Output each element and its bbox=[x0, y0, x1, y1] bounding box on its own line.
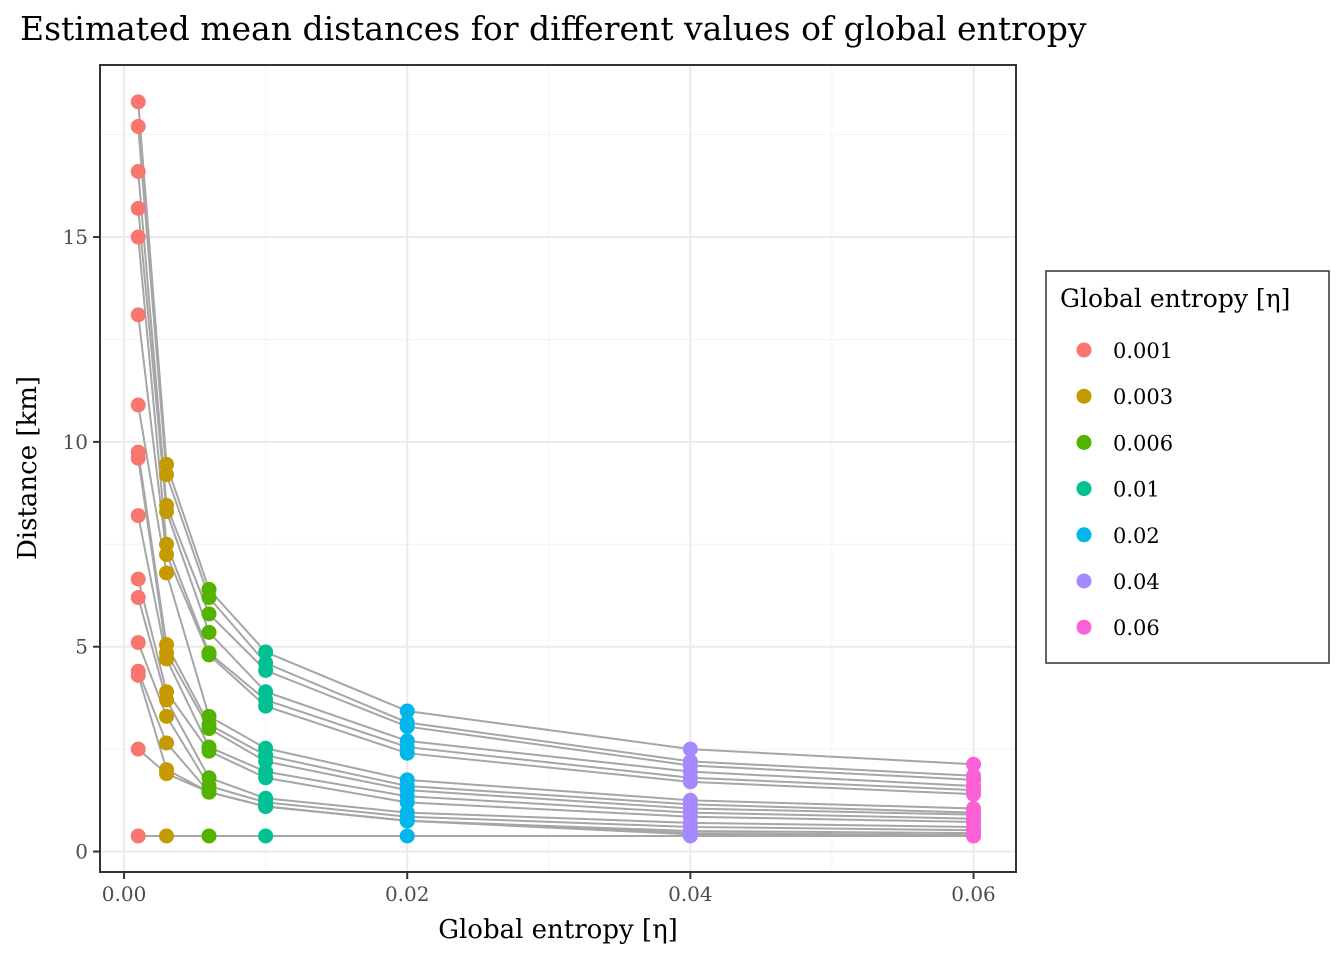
data-point bbox=[258, 698, 274, 714]
data-point bbox=[201, 590, 217, 606]
legend-label: 0.04 bbox=[1113, 570, 1160, 594]
data-point bbox=[399, 703, 415, 719]
data-point bbox=[201, 606, 217, 622]
data-point bbox=[201, 743, 217, 759]
y-tick-label: 10 bbox=[63, 430, 88, 454]
data-point bbox=[399, 745, 415, 761]
legend-marker bbox=[1076, 619, 1092, 635]
data-point bbox=[258, 828, 274, 844]
data-point bbox=[130, 450, 146, 466]
data-point bbox=[399, 828, 415, 844]
y-tick-label: 0 bbox=[75, 840, 88, 864]
data-point bbox=[159, 504, 175, 520]
axes: 0.00 0.02 0.04 0.06 0 5 10 15 bbox=[63, 225, 996, 906]
data-point bbox=[258, 662, 274, 678]
data-point bbox=[130, 229, 146, 245]
data-point bbox=[201, 784, 217, 800]
legend-marker bbox=[1076, 388, 1092, 404]
plot-border bbox=[99, 64, 1017, 873]
data-point bbox=[399, 719, 415, 735]
data-point bbox=[130, 307, 146, 323]
legend-box bbox=[1045, 270, 1330, 664]
legend-label: 0.003 bbox=[1113, 385, 1173, 409]
data-point bbox=[130, 164, 146, 180]
y-tick-label: 15 bbox=[63, 225, 88, 249]
x-axis-title: Global entropy [η] bbox=[438, 915, 678, 945]
data-point bbox=[159, 828, 175, 844]
data-point bbox=[399, 813, 415, 829]
data-point bbox=[130, 118, 146, 134]
data-point bbox=[258, 770, 274, 786]
data-points bbox=[130, 94, 982, 844]
grid bbox=[100, 65, 1016, 872]
data-point bbox=[966, 828, 982, 844]
data-point bbox=[130, 667, 146, 683]
legend-label: 0.006 bbox=[1113, 431, 1173, 455]
data-point bbox=[130, 571, 146, 587]
data-point bbox=[159, 708, 175, 724]
data-point bbox=[130, 635, 146, 651]
data-point bbox=[130, 828, 146, 844]
data-point bbox=[201, 721, 217, 737]
legend-marker bbox=[1076, 527, 1092, 543]
legend-label: 0.001 bbox=[1113, 339, 1173, 363]
data-point bbox=[966, 786, 982, 802]
legend-label: 0.01 bbox=[1113, 478, 1160, 502]
data-point bbox=[130, 741, 146, 757]
data-point bbox=[130, 508, 146, 524]
legend-marker bbox=[1076, 481, 1092, 497]
x-tick-label: 0.04 bbox=[668, 882, 713, 906]
data-point bbox=[159, 735, 175, 751]
legend-marker bbox=[1076, 573, 1092, 589]
data-point bbox=[130, 397, 146, 413]
plot-panel bbox=[100, 65, 1016, 872]
data-point bbox=[966, 756, 982, 772]
data-point bbox=[201, 828, 217, 844]
x-tick-label: 0.00 bbox=[102, 882, 147, 906]
legend-label: 0.06 bbox=[1113, 616, 1160, 640]
data-point bbox=[130, 200, 146, 216]
legend: Global entropy [η] 0.0010.0030.0060.010.… bbox=[1045, 270, 1330, 664]
x-tick-label: 0.06 bbox=[951, 882, 996, 906]
data-point bbox=[159, 547, 175, 563]
data-point bbox=[201, 624, 217, 640]
y-tick-label: 5 bbox=[75, 635, 88, 659]
data-point bbox=[159, 467, 175, 483]
data-point bbox=[258, 798, 274, 814]
x-tick-label: 0.02 bbox=[385, 882, 430, 906]
data-point bbox=[258, 644, 274, 660]
legend-marker bbox=[1076, 342, 1092, 358]
data-point bbox=[682, 774, 698, 790]
data-point bbox=[130, 590, 146, 606]
data-point bbox=[159, 766, 175, 782]
data-point bbox=[682, 741, 698, 757]
data-point bbox=[159, 565, 175, 581]
data-point bbox=[201, 647, 217, 663]
legend-marker bbox=[1076, 434, 1092, 450]
legend-items: 0.001 0.003 0.006 0.01 0.02 0.04 0.06 bbox=[1076, 339, 1173, 640]
chart-title: Estimated mean distances for different v… bbox=[20, 9, 1087, 48]
data-point bbox=[130, 94, 146, 110]
data-point bbox=[159, 692, 175, 708]
data-point bbox=[682, 828, 698, 844]
y-axis-title: Distance [km] bbox=[13, 376, 43, 560]
legend-title: Global entropy [η] bbox=[1060, 284, 1290, 313]
legend-label: 0.02 bbox=[1113, 524, 1160, 548]
data-point bbox=[159, 651, 175, 667]
